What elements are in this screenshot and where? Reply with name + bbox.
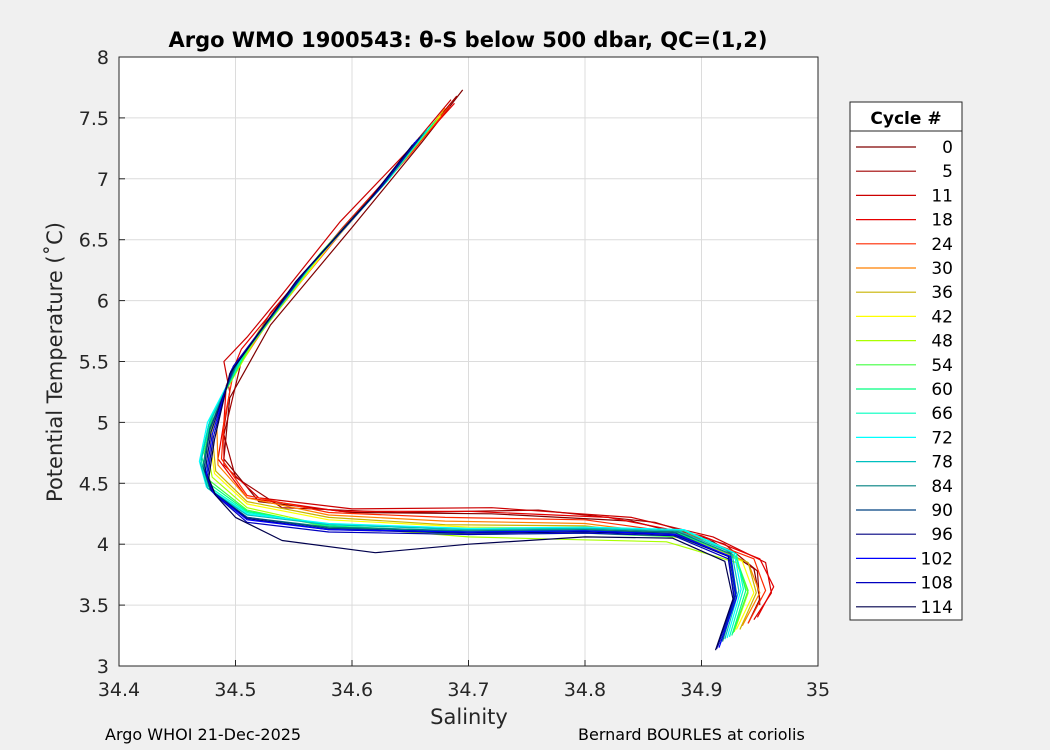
x-axis-label: Salinity: [430, 705, 508, 729]
y-tick-label: 3.5: [79, 595, 109, 617]
legend-label: 114: [921, 598, 953, 618]
series-lines: [198, 89, 775, 651]
legend-label: 108: [921, 574, 953, 594]
y-tick-label: 5: [97, 412, 109, 434]
legend-label: 36: [931, 283, 953, 303]
y-tick-label: 6: [97, 291, 109, 313]
series-line-cycle-114: [208, 144, 734, 651]
x-tick-label: 34.7: [447, 679, 489, 701]
y-tick-label: 4.5: [79, 473, 109, 495]
legend-label: 90: [931, 501, 953, 521]
legend-title: Cycle #: [870, 109, 941, 129]
y-tick-label: 7: [97, 169, 109, 191]
chart-title: Argo WMO 1900543: θ-S below 500 dbar, QC…: [169, 28, 768, 52]
footer-left-caption: Argo WHOI 21-Dec-2025: [105, 725, 302, 744]
x-tick-label: 34.8: [564, 679, 606, 701]
series-line-cycle-11: [223, 99, 772, 621]
footer-right-caption: Bernard BOURLES at coriolis: [578, 725, 805, 744]
y-tick-label: 6.5: [79, 230, 109, 252]
legend-label: 5: [942, 162, 953, 182]
legend-label: 102: [921, 549, 953, 569]
legend-label: 0: [942, 138, 953, 158]
x-tick-label: 34.5: [214, 679, 256, 701]
x-tick-label: 34.9: [680, 679, 722, 701]
plot-frame: [118, 56, 819, 667]
legend-label: 24: [931, 235, 953, 255]
y-tick-labels: 3 3.5 4 4.5 5 5.5 6 6.5 7 7.5 8: [79, 47, 109, 678]
legend-label: 42: [931, 307, 953, 327]
legend-label: 72: [931, 428, 953, 448]
y-tick-label: 3: [97, 656, 109, 678]
y-tick-label: 8: [97, 47, 109, 69]
legend-label: 96: [931, 525, 953, 545]
legend-label: 48: [931, 332, 953, 352]
legend-label: 60: [931, 380, 953, 400]
legend-label: 54: [931, 356, 953, 376]
x-tick-label: 34.4: [98, 679, 140, 701]
x-tick-label: 35: [806, 679, 830, 701]
y-tick-label: 7.5: [79, 108, 109, 130]
legend-items: 0 5 11 18 24 30 36 42 48 54 60 66 72 78 84 90 96 102 108 11…: [856, 138, 953, 618]
y-tick-label: 4: [97, 534, 109, 556]
x-tick-label: 34.6: [331, 679, 373, 701]
legend-label: 30: [931, 259, 953, 279]
legend-label: 84: [931, 477, 953, 497]
legend-label: 78: [931, 453, 953, 473]
y-axis-label: Potential Temperature (˚C): [43, 222, 67, 502]
legend-label: 18: [931, 211, 953, 231]
x-tick-labels: 34.4 34.5 34.6 34.7 34.8 34.9 35: [98, 679, 830, 701]
legend-label: 66: [931, 404, 953, 424]
legend: Cycle # 0 5 11 18 24 30 36 42 48 54 60 66 72 78 84 90 96…: [849, 101, 963, 621]
y-tick-label: 5.5: [79, 352, 109, 374]
legend-label: 11: [931, 186, 953, 206]
